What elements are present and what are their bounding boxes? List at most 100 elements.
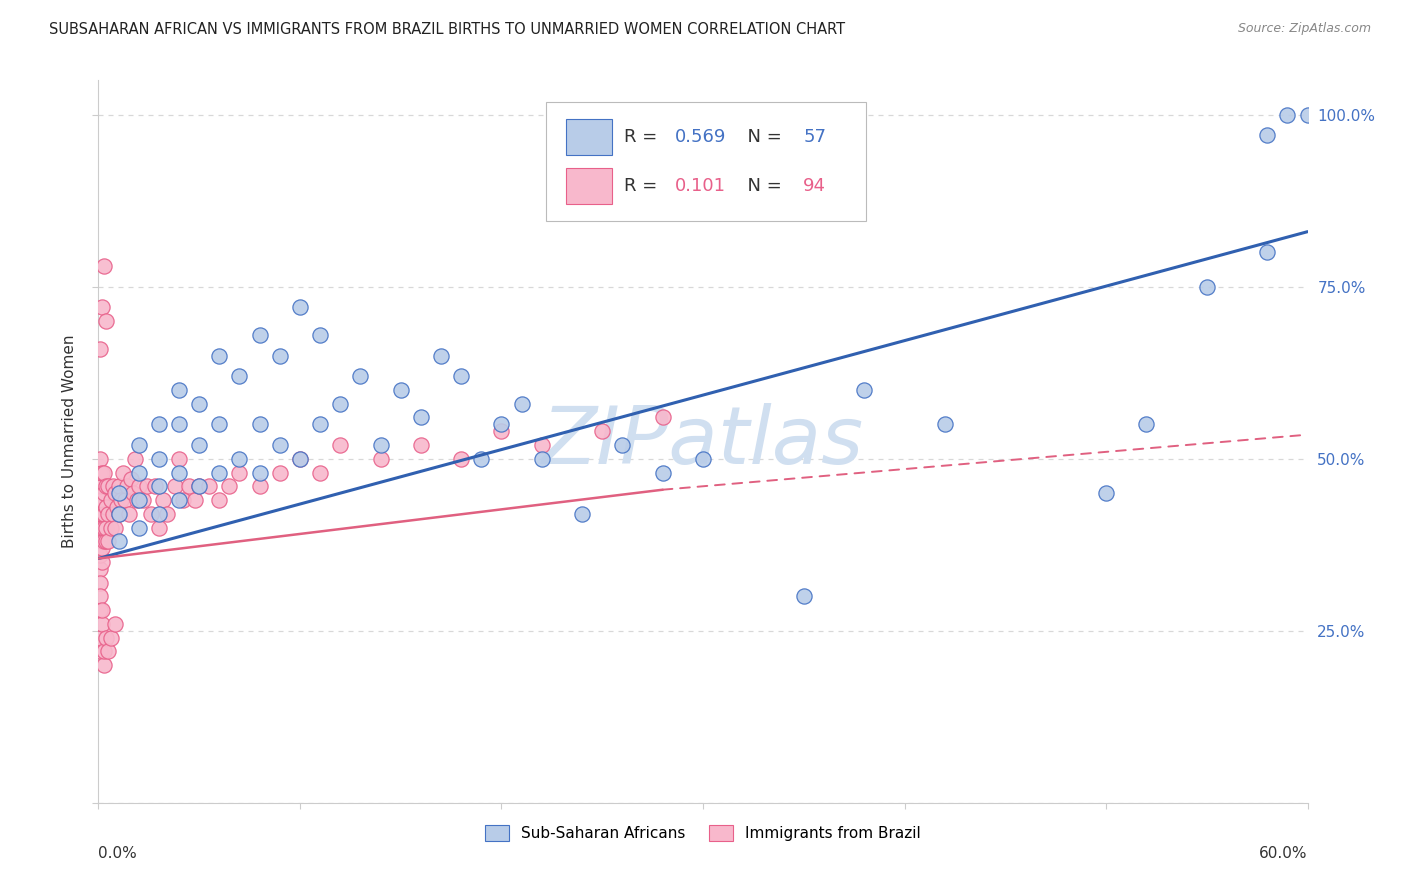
Point (571, 507, 593, 521)
Point (409, 438, 432, 452)
Point (89, 493, 111, 508)
Point (143, 479, 166, 493)
Point (97, 507, 120, 521)
Point (91, 555, 114, 569)
Point (329, 438, 352, 452)
Point (121, 486, 143, 500)
Point (89, 451, 111, 466)
Point (96, 314, 118, 328)
Point (269, 438, 291, 452)
Point (530, 438, 553, 452)
Point (409, 410, 432, 425)
Point (100, 631, 122, 645)
Point (167, 451, 190, 466)
Point (124, 451, 146, 466)
Y-axis label: Births to Unmarried Women: Births to Unmarried Women (62, 334, 77, 549)
Point (91, 534, 114, 549)
Point (110, 493, 132, 508)
Point (167, 493, 190, 508)
Point (450, 451, 472, 466)
Point (179, 479, 201, 493)
FancyBboxPatch shape (567, 119, 613, 155)
Point (91, 520, 114, 534)
Point (120, 472, 142, 486)
Point (107, 486, 129, 500)
Point (1135, 417, 1157, 432)
Point (934, 417, 956, 432)
Point (167, 466, 190, 480)
Point (132, 493, 155, 508)
Text: 60.0%: 60.0% (1260, 847, 1308, 861)
Text: 0.0%: 0.0% (98, 847, 138, 861)
Point (91, 466, 114, 480)
Point (208, 349, 231, 363)
Point (125, 493, 148, 508)
Point (692, 451, 714, 466)
Point (89, 479, 111, 493)
Point (89, 631, 111, 645)
Point (510, 397, 533, 411)
Point (135, 479, 157, 493)
Point (89, 575, 111, 590)
Point (228, 466, 250, 480)
Point (93, 486, 115, 500)
Point (105, 500, 128, 514)
Point (152, 493, 174, 508)
Point (1095, 486, 1118, 500)
Point (89, 507, 111, 521)
Point (148, 479, 170, 493)
Point (103, 616, 125, 631)
Point (450, 369, 472, 384)
Point (370, 451, 392, 466)
Point (491, 417, 513, 432)
Point (91, 541, 114, 556)
Point (89, 644, 111, 658)
Point (309, 417, 332, 432)
Point (96, 479, 118, 493)
Point (97, 644, 120, 658)
Point (114, 493, 136, 508)
Point (208, 466, 231, 480)
Point (111, 466, 134, 480)
Point (128, 520, 150, 534)
Point (101, 479, 124, 493)
Point (100, 493, 122, 508)
Text: 0.101: 0.101 (675, 178, 725, 195)
Text: 57: 57 (803, 128, 827, 146)
Point (269, 349, 291, 363)
Legend: Sub-Saharan Africans, Immigrants from Brazil: Sub-Saharan Africans, Immigrants from Br… (478, 819, 928, 847)
Point (309, 466, 332, 480)
Point (184, 493, 207, 508)
Point (139, 507, 162, 521)
Point (188, 397, 211, 411)
Point (208, 417, 231, 432)
Point (91, 301, 114, 315)
Point (1296, 108, 1319, 122)
Point (288, 451, 311, 466)
Point (93, 259, 115, 273)
Point (103, 486, 125, 500)
Point (89, 562, 111, 576)
Point (853, 383, 876, 397)
Point (96, 631, 118, 645)
Point (128, 438, 150, 452)
Point (288, 301, 311, 315)
Text: Source: ZipAtlas.com: Source: ZipAtlas.com (1237, 22, 1371, 36)
Text: 94: 94 (803, 178, 827, 195)
Point (148, 507, 170, 521)
Point (218, 479, 240, 493)
Point (148, 451, 170, 466)
Point (1256, 245, 1278, 260)
Point (91, 603, 114, 617)
Point (163, 479, 186, 493)
Point (93, 534, 115, 549)
Point (89, 466, 111, 480)
Point (89, 534, 111, 549)
Point (430, 349, 453, 363)
Point (156, 507, 179, 521)
Point (93, 658, 115, 673)
Point (198, 479, 221, 493)
Point (288, 451, 311, 466)
Point (188, 479, 211, 493)
Point (530, 451, 553, 466)
